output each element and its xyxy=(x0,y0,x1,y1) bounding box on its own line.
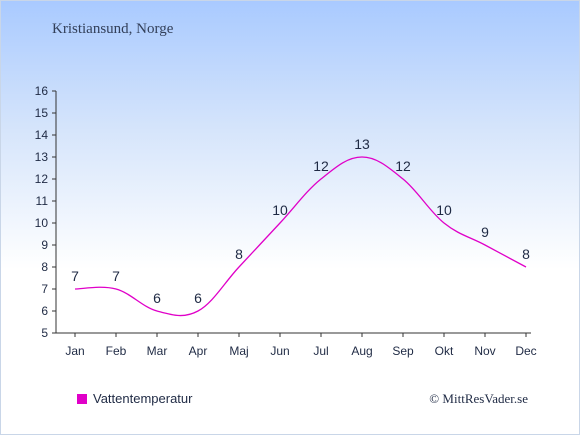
series-layer xyxy=(74,156,527,317)
y-axis: 5 6 7 8 9 10 11 12 13 14 15 16 xyxy=(35,84,57,340)
x-tick-label: Okt xyxy=(435,344,454,358)
legend: Vattentemperatur xyxy=(77,391,192,406)
series-line xyxy=(74,156,527,317)
x-tick-label: Apr xyxy=(189,344,208,358)
legend-label: Vattentemperatur xyxy=(93,391,193,406)
data-label: 7 xyxy=(71,268,79,284)
y-tick-label: 13 xyxy=(35,150,49,164)
y-tick-label: 14 xyxy=(35,128,49,142)
credit-text: © MittResVader.se xyxy=(429,391,528,406)
y-tick-label: 11 xyxy=(36,194,49,208)
x-tick-label: Aug xyxy=(351,344,372,358)
y-tick-label: 12 xyxy=(35,172,49,186)
x-tick-label: Mar xyxy=(147,344,168,358)
data-label: 10 xyxy=(436,202,452,218)
data-label: 6 xyxy=(153,290,161,306)
x-tick-label: Dec xyxy=(515,344,536,358)
y-tick-label: 15 xyxy=(35,106,49,120)
legend-swatch xyxy=(77,393,87,404)
x-tick-label: Feb xyxy=(106,344,127,358)
x-tick-label: Nov xyxy=(474,344,495,358)
x-tick-label: Maj xyxy=(229,344,248,358)
data-label: 10 xyxy=(272,202,288,218)
data-label: 12 xyxy=(395,158,411,174)
data-label: 12 xyxy=(313,158,329,174)
location-title: Kristiansund, Norge xyxy=(52,21,174,37)
y-tick-label: 16 xyxy=(35,84,49,98)
data-label: 6 xyxy=(194,290,202,306)
data-label: 9 xyxy=(481,224,489,240)
y-tick-label: 5 xyxy=(41,326,48,340)
data-label: 13 xyxy=(354,136,370,152)
y-tick-label: 8 xyxy=(41,260,48,274)
y-tick-label: 10 xyxy=(35,216,49,230)
data-label: 8 xyxy=(522,246,530,262)
data-label: 8 xyxy=(235,246,243,262)
y-tick-label: 7 xyxy=(41,282,48,296)
y-tick-label: 9 xyxy=(41,238,48,252)
x-tick-label: Jul xyxy=(313,344,328,358)
data-label: 7 xyxy=(112,268,120,284)
x-axis: Jan Feb Mar Apr Maj Jun Jul Aug Sep Okt Nov Dec xyxy=(56,332,537,358)
x-tick-label: Sep xyxy=(392,344,414,358)
x-tick-label: Jan xyxy=(65,344,84,358)
y-tick-label: 6 xyxy=(41,304,48,318)
x-tick-label: Jun xyxy=(270,344,289,358)
data-labels: 7 7 6 6 8 10 12 13 12 10 9 8 xyxy=(71,136,530,306)
